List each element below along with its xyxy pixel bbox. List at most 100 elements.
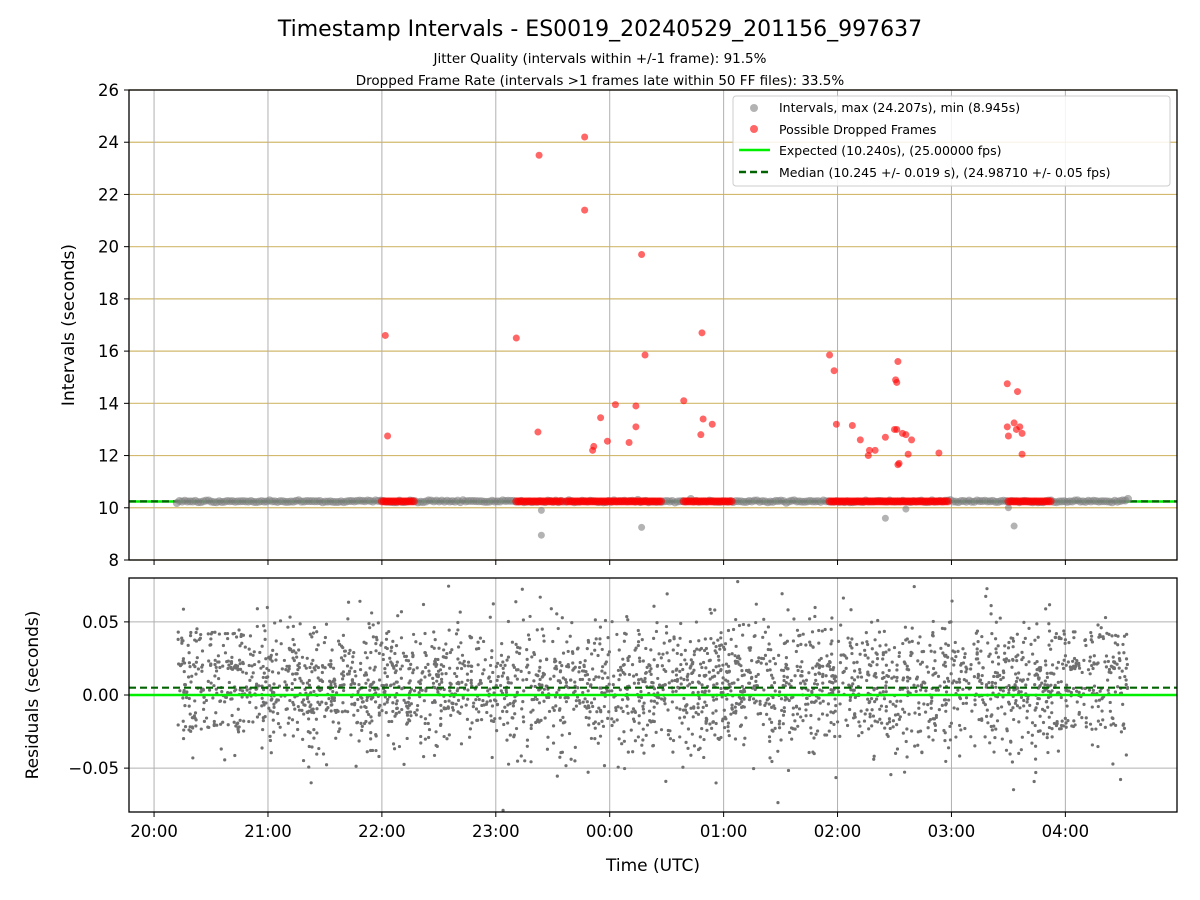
residual-point: [857, 720, 861, 724]
residual-point: [1007, 700, 1011, 704]
residual-point: [708, 722, 712, 726]
residual-point: [809, 713, 813, 718]
residual-point: [985, 587, 989, 591]
residual-point: [957, 677, 961, 681]
residual-point: [1045, 732, 1049, 736]
residual-point: [944, 690, 949, 694]
residual-point: [600, 647, 604, 652]
residual-point: [615, 632, 619, 637]
residual-point: [556, 626, 560, 631]
residual-point: [1106, 688, 1110, 692]
residual-point: [984, 594, 988, 598]
residual-point: [740, 684, 744, 689]
residual-point: [990, 728, 994, 732]
residual-point: [493, 717, 497, 721]
residual-point: [477, 697, 481, 702]
residual-point: [577, 698, 581, 703]
residual-point: [980, 634, 984, 639]
residual-point: [292, 658, 296, 663]
residual-point: [972, 675, 977, 679]
residual-point: [668, 729, 672, 733]
residual-point: [717, 658, 721, 662]
residual-point: [870, 708, 874, 712]
residual-point: [540, 691, 545, 695]
residual-point: [800, 669, 804, 674]
residual-point: [571, 661, 575, 665]
residual-point: [209, 637, 213, 641]
residual-point: [719, 735, 723, 740]
residuals-reference-lines: [129, 686, 1177, 697]
residual-point: [296, 727, 300, 732]
residual-point: [719, 690, 723, 695]
residual-point: [1080, 715, 1084, 720]
residual-point: [360, 728, 364, 732]
residual-point: [1045, 736, 1049, 740]
residual-point: [615, 718, 619, 722]
residual-point: [490, 755, 494, 760]
residual-point: [598, 734, 603, 738]
residual-point: [859, 709, 863, 713]
residual-point: [402, 698, 406, 702]
residual-point: [769, 673, 774, 677]
residual-point: [641, 707, 645, 711]
residual-point: [444, 642, 448, 646]
residual-point: [247, 647, 251, 651]
residual-point: [362, 673, 367, 677]
residual-point: [906, 668, 911, 672]
residual-point: [829, 720, 833, 725]
residual-point: [538, 665, 542, 670]
residual-point: [529, 710, 533, 714]
residual-point: [369, 730, 373, 735]
residual-point: [884, 680, 888, 684]
residual-point: [594, 637, 598, 641]
residual-point: [1090, 727, 1094, 731]
residual-point: [1108, 709, 1112, 713]
residual-point: [1007, 683, 1011, 688]
residual-point: [346, 600, 351, 604]
residual-point: [335, 708, 339, 712]
residual-point: [595, 710, 599, 714]
residual-point: [329, 683, 333, 687]
residual-point: [611, 683, 615, 687]
residual-point: [702, 755, 706, 760]
residual-point: [1015, 659, 1019, 663]
residual-point: [821, 699, 825, 703]
residual-point: [536, 718, 540, 722]
residual-point: [688, 640, 693, 644]
residual-point: [641, 704, 645, 708]
residual-point: [571, 668, 575, 672]
residual-point: [747, 681, 751, 685]
residual-point: [904, 739, 908, 744]
residual-point: [219, 722, 223, 726]
residual-point: [251, 653, 255, 657]
residual-point: [846, 636, 850, 640]
residual-point: [657, 696, 661, 700]
residual-point: [1038, 669, 1042, 673]
time-x-ticks: 20:00 21:00 22:00 23:00 00:00 01:00 02:00 03:00…: [130, 812, 1089, 841]
residual-point: [1025, 716, 1029, 720]
residual-point: [448, 689, 452, 693]
residual-point: [887, 668, 891, 673]
residual-point: [361, 700, 365, 704]
residual-point: [393, 714, 397, 718]
residual-point: [1006, 646, 1011, 650]
residual-point: [931, 738, 935, 742]
residual-point: [297, 648, 301, 652]
residual-point: [498, 683, 503, 688]
residual-point: [412, 689, 417, 693]
residual-point: [561, 721, 565, 725]
residual-point: [704, 646, 708, 651]
residual-point: [551, 741, 556, 745]
residual-point: [181, 657, 186, 661]
residual-point: [837, 690, 841, 694]
dropped-frame-point: [409, 497, 418, 506]
residual-point: [957, 680, 962, 684]
residual-point: [1044, 700, 1048, 704]
residual-point: [558, 695, 562, 699]
residual-point: [1098, 689, 1102, 693]
residual-point: [905, 755, 909, 759]
residual-point: [696, 702, 700, 706]
residual-point: [383, 702, 387, 706]
time-x-tick-label: 21:00: [244, 822, 292, 841]
residual-point: [647, 663, 651, 667]
